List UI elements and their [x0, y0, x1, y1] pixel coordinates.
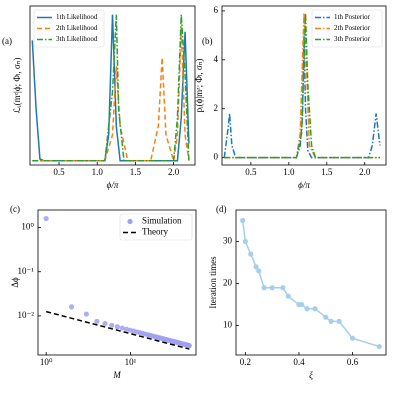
x-tick-label: 10¹	[125, 357, 137, 367]
x-axis-label: ϕ/π	[298, 180, 310, 190]
x-tick-label: 1.5	[321, 167, 333, 177]
data-line	[32, 27, 190, 162]
marker	[280, 285, 286, 291]
marker	[253, 264, 259, 270]
legend-label: 1th Likelihood	[56, 13, 98, 21]
legend-label: 1th Posterior	[334, 13, 371, 21]
x-axis-label: M	[112, 370, 121, 380]
x-tick-label: 10⁰	[40, 357, 53, 367]
y-tick-label: 4	[214, 54, 219, 64]
plot-frame	[221, 5, 387, 166]
plot-frame	[29, 5, 196, 166]
marker	[323, 314, 329, 320]
legend-label: 2th Likelihood	[56, 24, 98, 32]
x-tick-label: 2.0	[168, 167, 180, 177]
scatter-point	[68, 304, 75, 310]
legend-box	[119, 213, 193, 241]
legend-marker	[127, 218, 133, 225]
x-tick-label: 2.0	[359, 167, 371, 177]
x-tick-label: 0.2	[240, 357, 251, 367]
x-tick-label: 1.0	[283, 167, 295, 177]
x-axis-label: ξ	[309, 370, 313, 380]
marker	[299, 301, 305, 308]
marker	[261, 285, 267, 291]
y-tick-label: 10	[223, 320, 233, 330]
scatter-point	[83, 311, 89, 317]
x-tick-label: 1.0	[92, 167, 104, 177]
x-tick-label: 0.4	[293, 357, 305, 367]
y-tick-label: 10⁻²	[18, 310, 35, 320]
legend-label: 3th Likelihood	[56, 35, 98, 43]
panel-label: (d)	[216, 204, 227, 214]
panel-label: (c)	[10, 204, 20, 214]
x-axis-label: ϕ/π	[107, 180, 119, 190]
scatter-point	[43, 215, 49, 222]
x-tick-label: 0.5	[53, 167, 65, 177]
marker	[336, 318, 342, 324]
data-line	[241, 220, 380, 348]
plot-frame	[37, 209, 197, 356]
marker	[328, 318, 334, 324]
data-line	[31, 14, 190, 162]
marker	[312, 306, 318, 312]
data-line	[224, 13, 380, 159]
scatter-point	[119, 325, 125, 331]
data-line	[32, 14, 190, 162]
x-tick-label: 1.5	[130, 167, 142, 177]
y-tick-label: 0	[214, 152, 219, 162]
y-tick-label: 20	[223, 278, 233, 288]
y-axis-label: Δϕ	[10, 277, 20, 288]
marker	[242, 238, 248, 245]
y-tick-label: 6	[214, 5, 219, 15]
marker	[240, 217, 246, 224]
panel-label: (a)	[2, 36, 12, 46]
scatter-point	[114, 324, 120, 330]
marker	[285, 293, 291, 299]
y-axis-label: Iteration times	[208, 256, 218, 309]
legend-box	[311, 9, 383, 48]
y-tick-label: 10⁰	[21, 222, 34, 232]
scatter-point	[109, 322, 115, 328]
legend-box	[33, 9, 105, 48]
legend-label: 2th Posterior	[334, 24, 371, 32]
plot-frame	[235, 209, 387, 356]
scatter-point	[186, 343, 192, 349]
legend-label: 3th Posterior	[334, 35, 371, 43]
y-axis-label: ℒᵢ(mᶻ|ϕ; Φₗ, σₙ)	[12, 58, 22, 114]
panel-label: (b)	[202, 36, 213, 46]
y-tick-label: 10⁻¹	[18, 266, 35, 276]
marker	[248, 251, 254, 257]
y-tick-label: 30	[223, 236, 233, 246]
y-tick-label: 2	[214, 103, 219, 113]
marker	[349, 335, 356, 341]
marker	[256, 268, 262, 274]
scatter-point	[94, 318, 100, 324]
marker	[304, 306, 310, 312]
x-tick-label: 0.5	[245, 167, 257, 177]
marker	[269, 285, 275, 291]
y-axis-label: pᵢ(ϕ|mᶻ; Φₗ, σₙ)	[194, 59, 204, 113]
data-line	[45, 310, 190, 350]
x-tick-label: 0.6	[347, 357, 359, 367]
legend-label: Simulation	[142, 216, 182, 226]
legend-label: Theory	[142, 227, 168, 237]
marker	[376, 343, 382, 350]
scatter-point	[102, 320, 108, 327]
